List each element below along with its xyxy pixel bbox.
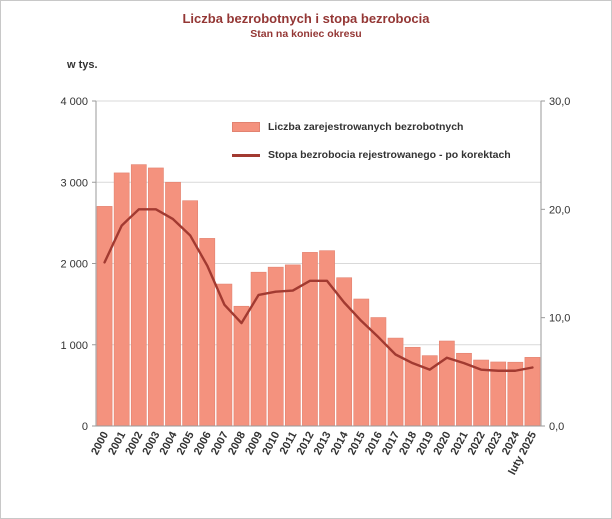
legend-item-bars: Liczba zarejestrowanych bezrobotnych xyxy=(232,120,511,134)
legend-line-label: Stopa bezrobocia rejestrowanego - po kor… xyxy=(268,149,511,161)
left-axis-tick-label: 1 000 xyxy=(60,340,88,352)
right-axis-tick-label: 30,0 xyxy=(549,96,570,108)
x-axis-label-2010: 2010 xyxy=(260,430,282,457)
bar-2018 xyxy=(404,346,421,427)
legend-bar-label: Liczba zarejestrowanych bezrobotnych xyxy=(268,121,464,133)
right-axis-tick-label: 20,0 xyxy=(549,204,570,216)
chart-legend: Liczba zarejestrowanych bezrobotnych Sto… xyxy=(232,120,511,162)
right-axis-tick-label: 0,0 xyxy=(549,421,564,433)
bar-2003 xyxy=(148,167,164,427)
bar-2011 xyxy=(284,264,301,427)
bar-2012 xyxy=(302,252,318,427)
bar-2013 xyxy=(319,250,335,427)
bar-2000 xyxy=(96,206,113,427)
bar-2001 xyxy=(113,172,130,427)
bar-2015 xyxy=(353,298,370,427)
chart-title: Liczba bezrobotnych i stopa bezrobocia xyxy=(182,11,430,26)
left-axis-unit-label: w tys. xyxy=(67,59,98,71)
left-axis-tick-label: 3 000 xyxy=(60,177,88,189)
legend-bar-swatch-icon xyxy=(232,122,260,132)
bar-2014 xyxy=(336,277,353,427)
left-axis-tick-label: 2 000 xyxy=(60,259,88,271)
left-axis-tick-label: 4 000 xyxy=(60,96,88,108)
bar-2002 xyxy=(130,164,147,427)
unemployment-rate-line xyxy=(103,208,534,372)
left-axis-tick-label: 0 xyxy=(82,421,88,433)
right-axis-tick-label: 10,0 xyxy=(549,313,570,325)
bar-2016 xyxy=(370,317,387,427)
chart-subtitle: Stan na koniec okresu xyxy=(250,28,362,40)
legend-item-line: Stopa bezrobocia rejestrowanego - po kor… xyxy=(232,148,511,162)
bar-2017 xyxy=(387,337,404,427)
bar-2020 xyxy=(439,340,455,427)
legend-line-swatch-icon xyxy=(232,153,260,157)
